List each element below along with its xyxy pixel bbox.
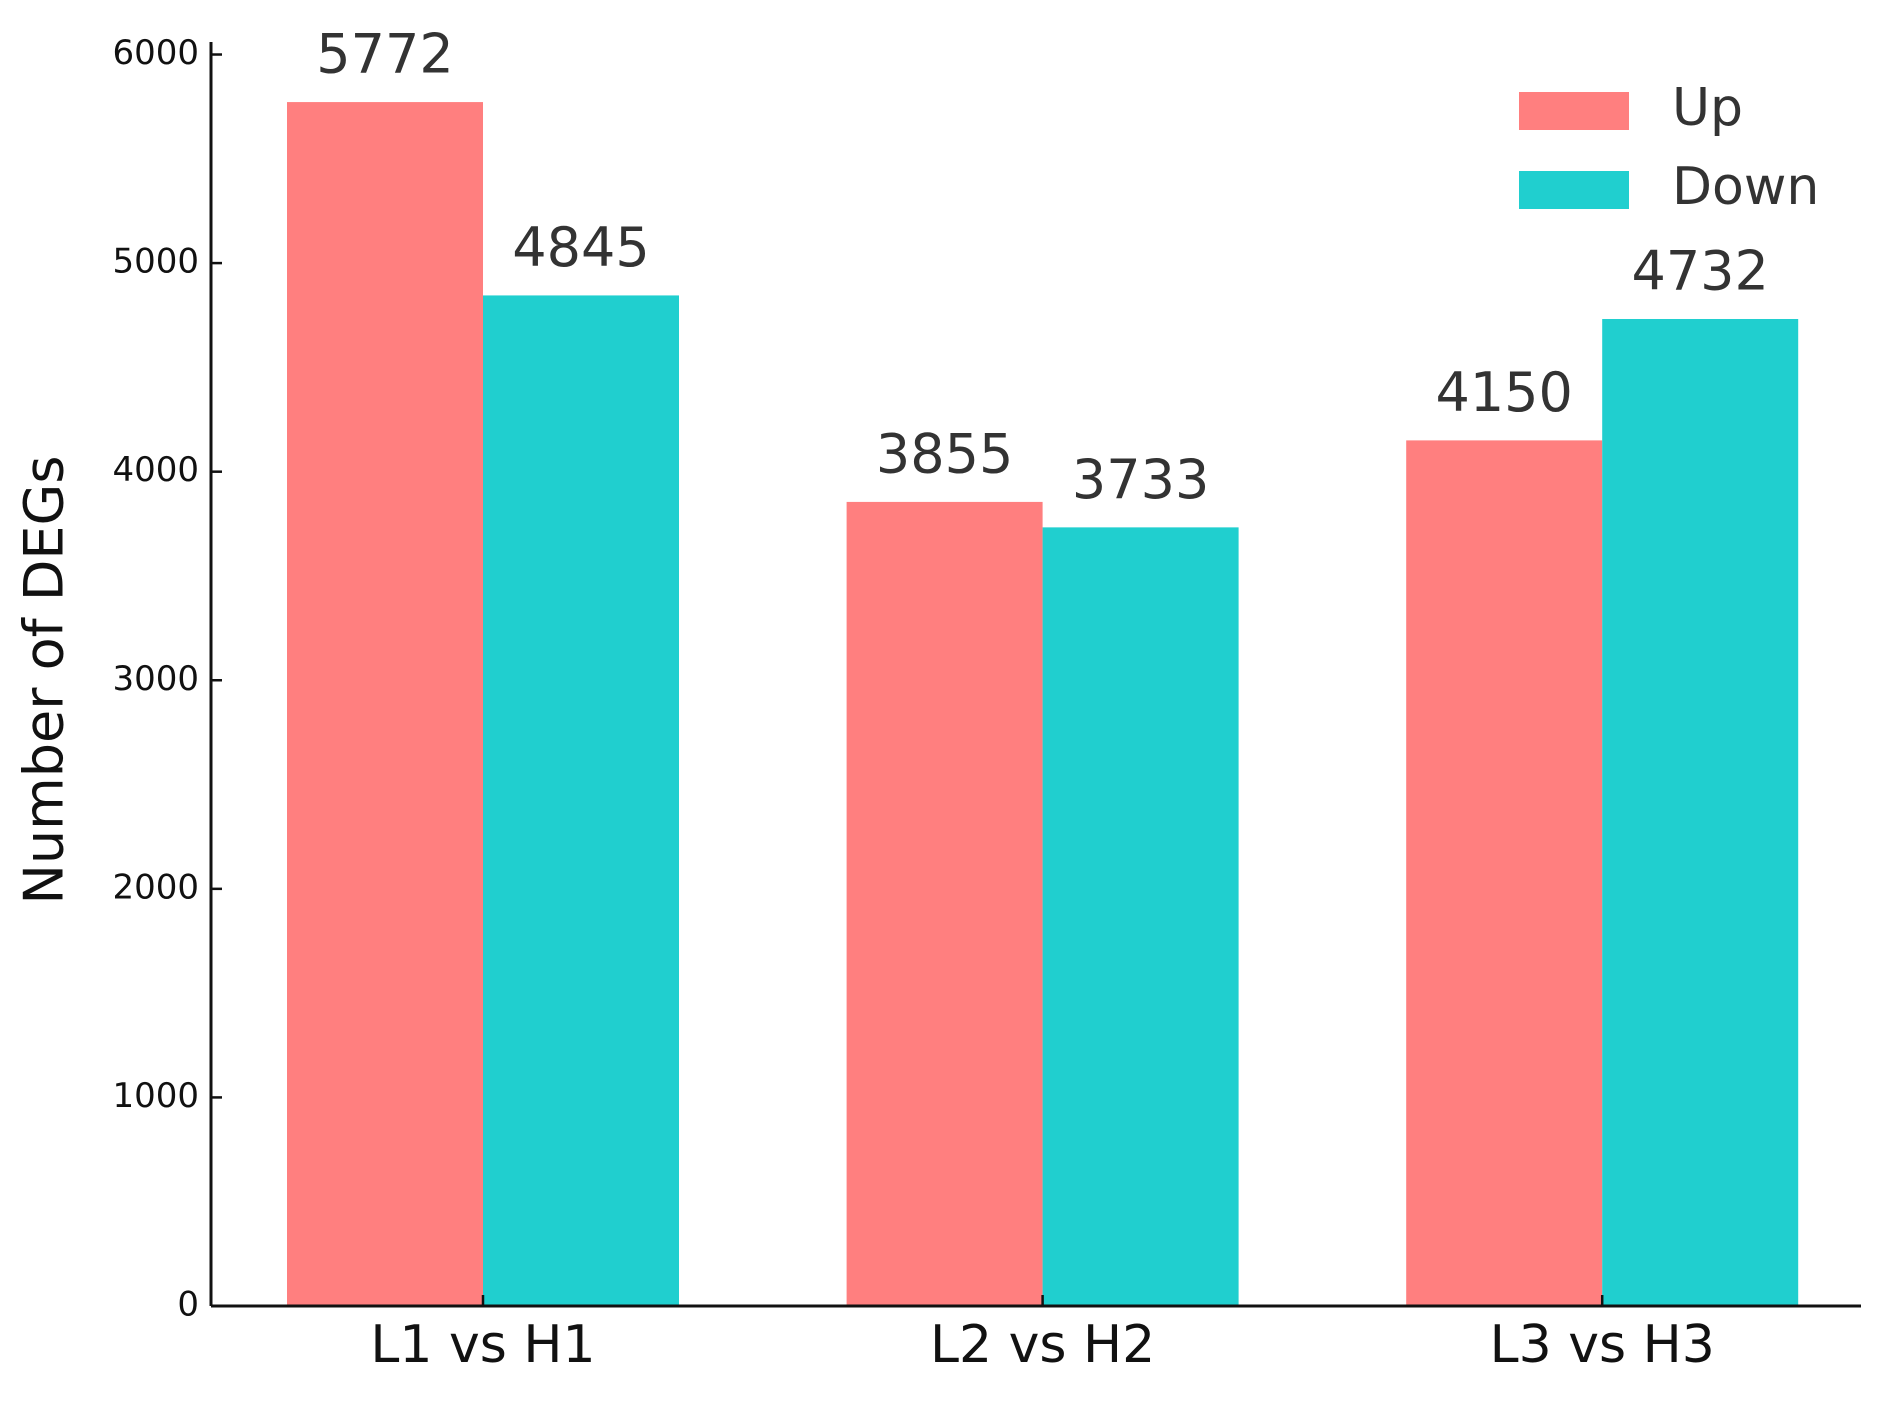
x-tick-label: L3 vs H3 [1490, 1315, 1715, 1375]
legend-label: Up [1672, 78, 1743, 138]
bar [1406, 440, 1603, 1307]
bar [1042, 527, 1239, 1306]
legend-swatch [1519, 171, 1629, 209]
y-axis-label: Number of DEGs [13, 456, 76, 905]
value-label: 5772 [316, 23, 453, 86]
value-label: 3855 [876, 423, 1013, 486]
y-tick-label: 6000 [112, 33, 199, 73]
y-tick-label: 4000 [112, 450, 199, 490]
value-label: 4732 [1631, 240, 1768, 303]
value-label: 4150 [1435, 361, 1572, 424]
y-tick-label: 5000 [112, 242, 199, 282]
legend-label: Down [1672, 157, 1819, 217]
y-tick-label: 0 [177, 1285, 199, 1325]
value-label: 4845 [512, 216, 649, 279]
y-tick-label: 2000 [112, 867, 199, 907]
bar [483, 295, 679, 1306]
bar [1602, 318, 1799, 1307]
x-tick-label: L2 vs H2 [930, 1315, 1155, 1375]
x-tick-label: L1 vs H1 [370, 1315, 595, 1375]
bar [846, 501, 1043, 1307]
y-tick-label: 1000 [112, 1076, 199, 1116]
y-tick-label: 3000 [112, 659, 199, 699]
legend-swatch [1519, 92, 1629, 130]
bar [287, 102, 483, 1306]
value-label: 3733 [1072, 448, 1209, 511]
